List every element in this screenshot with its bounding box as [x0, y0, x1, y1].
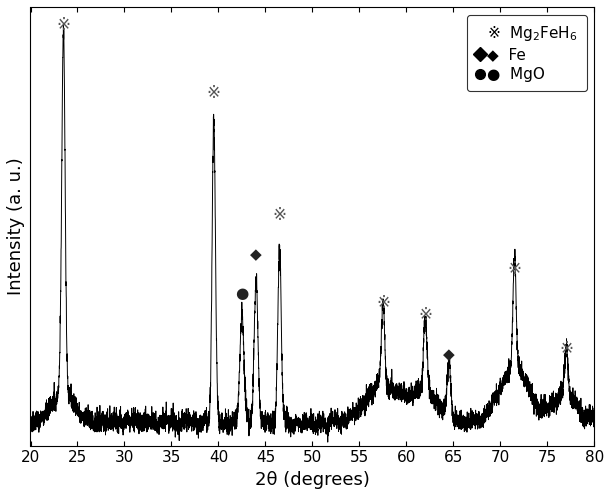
Legend: ※  Mg$_2$FeH$_6$, ◆  Fe, ●  MgO: ※ Mg$_2$FeH$_6$, ◆ Fe, ● MgO [467, 14, 587, 91]
Text: ※: ※ [508, 260, 522, 278]
Text: ●: ● [235, 286, 249, 301]
Text: ※: ※ [207, 84, 221, 102]
Y-axis label: Intensity (a. u.): Intensity (a. u.) [7, 157, 25, 295]
Text: ◆: ◆ [250, 248, 262, 262]
Text: ※: ※ [56, 16, 70, 34]
Text: ※: ※ [376, 294, 390, 312]
Text: ※: ※ [419, 306, 432, 323]
Text: ※: ※ [559, 340, 573, 358]
X-axis label: 2θ (degrees): 2θ (degrees) [255, 471, 370, 489]
Text: ◆: ◆ [443, 347, 455, 362]
Text: ※: ※ [273, 206, 287, 224]
